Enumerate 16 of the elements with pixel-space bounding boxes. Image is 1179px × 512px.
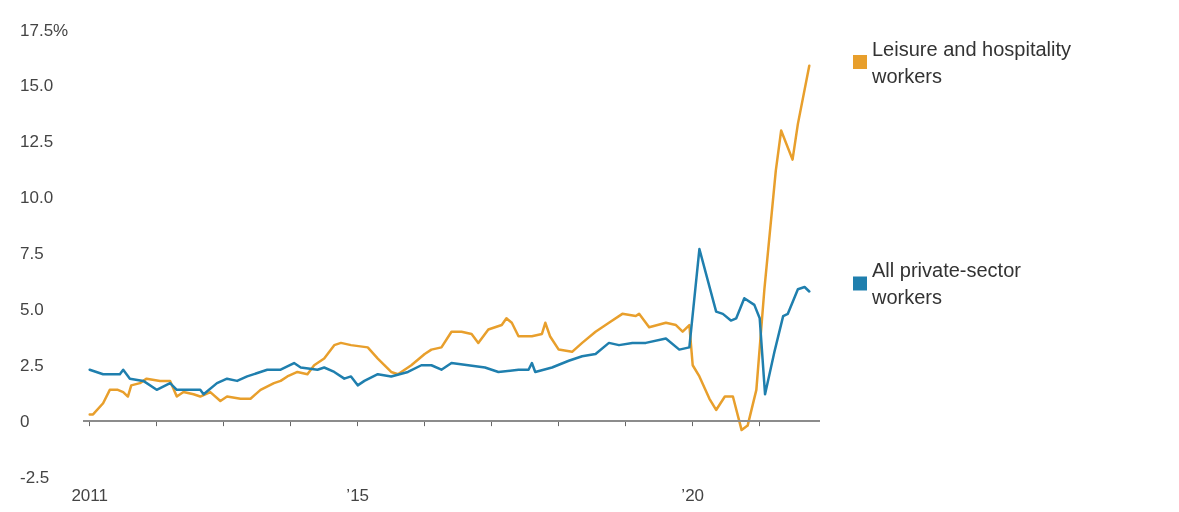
line-series [88, 64, 811, 432]
line-series [88, 247, 811, 396]
y-tick-label: 15.0 [20, 76, 54, 96]
y-tick-label: 7.5 [20, 244, 44, 263]
y-tick-label: 12.5 [20, 132, 54, 152]
legend-label: Leisure and hospitality workers [871, 37, 1077, 87]
y-tick-label: 0 [20, 411, 30, 431]
y-tick-label: 17.5% [20, 20, 69, 40]
x-tick-label: ’20 [681, 486, 705, 505]
x-tick-label: ’15 [346, 486, 370, 505]
y-tick-label: 5.0 [20, 299, 44, 319]
x-tick-label: 2011 [71, 486, 108, 505]
legend-label: All private-sector workers [871, 258, 1027, 308]
y-tick-label: 2.5 [20, 355, 44, 375]
y-tick-label: -2.5 [20, 467, 50, 487]
y-tick-label: 10.0 [20, 188, 54, 208]
